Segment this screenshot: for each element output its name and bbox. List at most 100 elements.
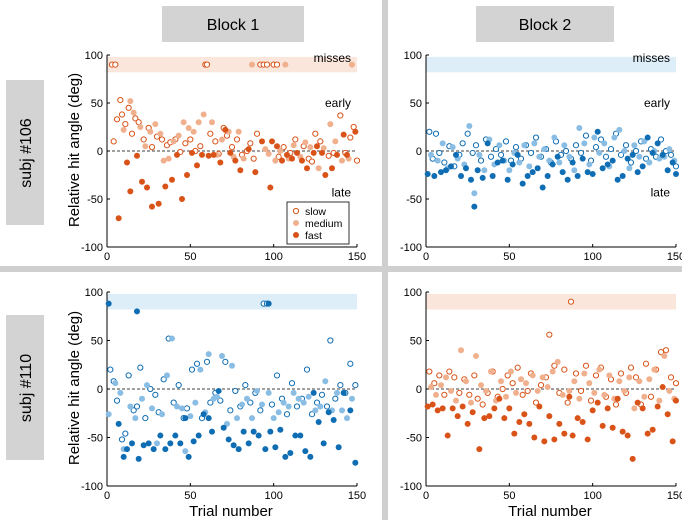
scatter-panel-subj-110-block-1: -100 -50 0 50 100 0 50 100 150	[81, 287, 366, 502]
y-tick-label: -100	[400, 481, 422, 493]
y-tick-label: -50	[87, 433, 103, 445]
point-medium	[209, 119, 215, 126]
point-slow	[436, 149, 443, 157]
point-fast	[129, 440, 135, 447]
point-slow	[107, 366, 114, 373]
point-slow	[113, 116, 121, 123]
point-slow	[532, 134, 540, 141]
point-medium	[559, 391, 566, 398]
point-fast	[654, 140, 661, 147]
point-fast	[190, 438, 197, 445]
point-fast	[501, 415, 508, 422]
point-medium	[180, 119, 187, 126]
point-slow	[532, 399, 540, 406]
point-fast	[481, 415, 488, 422]
point-fast	[511, 430, 518, 437]
point-fast	[468, 176, 474, 183]
point-slow	[617, 151, 625, 158]
y-tick-label: 50	[410, 98, 422, 110]
point-fast	[443, 167, 449, 174]
point-fast	[282, 453, 289, 460]
point-fast	[174, 151, 180, 158]
point-medium	[132, 415, 139, 422]
point-slow	[564, 399, 571, 406]
point-slow	[292, 136, 299, 143]
point-medium	[349, 61, 355, 68]
point-slow	[572, 370, 580, 377]
point-slow	[347, 360, 354, 367]
point-fast	[215, 387, 222, 394]
point-fast	[279, 157, 285, 164]
x-tick-label: 100	[583, 251, 601, 263]
point-medium	[566, 387, 573, 394]
y-tick-label: -100	[400, 242, 422, 254]
point-fast	[463, 165, 469, 172]
point-slow	[280, 144, 287, 151]
point-fast	[340, 131, 347, 138]
point-medium	[561, 142, 568, 149]
point-fast	[352, 459, 359, 466]
point-medium	[179, 405, 185, 412]
x-tick-label: 50	[184, 251, 196, 263]
point-fast	[302, 448, 309, 455]
point-slow	[207, 399, 214, 406]
legend-label-slow: slow	[305, 206, 326, 218]
point-slow	[313, 399, 321, 406]
point-medium	[320, 145, 327, 152]
point-fast	[504, 176, 511, 183]
point-fast	[274, 143, 280, 150]
point-fast	[524, 172, 531, 179]
point-slow	[471, 372, 478, 379]
point-medium	[262, 146, 269, 153]
point-fast	[157, 432, 164, 439]
point-fast	[217, 159, 224, 166]
legend-label-medium: medium	[305, 218, 343, 230]
y-tick-label: -100	[81, 242, 103, 254]
point-fast	[554, 153, 561, 160]
point-fast	[469, 409, 476, 416]
point-slow	[323, 403, 331, 410]
point-fast	[431, 172, 438, 179]
point-slow	[657, 136, 665, 143]
point-slow	[175, 382, 182, 389]
x-tick-label: 150	[348, 490, 366, 502]
point-fast	[589, 407, 596, 414]
point-slow	[288, 380, 296, 387]
point-medium	[601, 140, 608, 147]
x-tick-label: 0	[423, 251, 429, 263]
point-fast	[200, 411, 207, 418]
point-medium	[280, 399, 287, 406]
legend-marker-fast	[293, 232, 299, 238]
point-medium	[182, 448, 189, 455]
point-slow	[672, 380, 680, 387]
point-fast	[269, 138, 275, 145]
point-slow	[487, 153, 495, 160]
point-medium	[666, 387, 673, 394]
point-medium	[144, 382, 150, 389]
xlabel-left: Trial number	[189, 503, 273, 520]
point-slow	[117, 97, 124, 104]
point-fast	[314, 143, 320, 150]
point-slow	[170, 399, 177, 406]
point-medium	[481, 167, 488, 174]
point-medium	[428, 151, 434, 158]
point-slow	[347, 134, 354, 141]
point-slow	[110, 138, 117, 145]
point-medium	[197, 366, 204, 373]
point-fast	[536, 403, 543, 410]
x-tick-label: 150	[667, 251, 682, 263]
point-fast	[127, 188, 134, 195]
point-medium	[185, 124, 192, 131]
point-fast	[673, 171, 679, 178]
point-fast	[546, 413, 553, 420]
point-medium	[551, 134, 558, 141]
point-fast	[177, 440, 184, 447]
y-tick-label: 100	[404, 50, 422, 62]
point-fast	[669, 438, 676, 445]
point-fast	[639, 405, 646, 412]
point-slow	[197, 143, 204, 150]
point-medium	[433, 391, 439, 398]
point-medium	[616, 126, 623, 133]
point-medium	[566, 153, 573, 160]
